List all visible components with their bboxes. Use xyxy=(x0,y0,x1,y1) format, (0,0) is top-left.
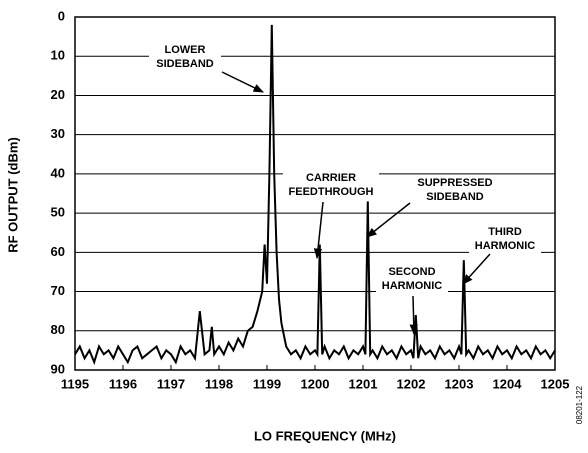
plot-frame xyxy=(74,16,556,371)
annotation-bg xyxy=(283,170,379,200)
y-tick-label: 20 xyxy=(51,87,65,102)
x-tick-label: 1197 xyxy=(157,376,185,391)
annotation-bg xyxy=(376,264,448,294)
y-tick-label: 0 xyxy=(58,8,65,23)
annotation-bg xyxy=(469,224,541,254)
x-tick-label: 1196 xyxy=(109,376,137,391)
annotation-arrow xyxy=(221,71,264,93)
x-tick-label: 1199 xyxy=(253,376,281,391)
figure-id: 08201-122 xyxy=(575,385,584,424)
annotation-bg xyxy=(411,175,499,205)
annotation-arrow xyxy=(313,201,324,260)
x-tick-label: 1198 xyxy=(205,376,233,391)
annotation: SIDEBAND xyxy=(156,58,214,70)
x-tick-label: 1195 xyxy=(61,376,89,391)
y-tick-label: 90 xyxy=(51,361,65,376)
x-tick-label: 1200 xyxy=(301,376,330,391)
annotation: HARMONIC xyxy=(475,240,536,252)
annotation: HARMONIC xyxy=(382,280,443,292)
annotation-arrow xyxy=(366,202,411,238)
x-tick-label: 1202 xyxy=(397,376,426,391)
y-tick-label: 10 xyxy=(51,48,65,63)
x-axis-title: LO FREQUENCY (MHz) xyxy=(254,428,396,443)
annotation-bg xyxy=(149,42,221,72)
y-tick-label: 40 xyxy=(51,165,65,180)
x-tick-label: 1201 xyxy=(349,376,378,391)
annotation-arrow xyxy=(409,295,418,336)
annotation-arrow xyxy=(462,253,491,285)
annotation: SECOND xyxy=(388,266,435,278)
y-tick-label: 70 xyxy=(51,283,65,298)
x-tick-label: 1204 xyxy=(493,376,523,391)
annotation: SUPPRESSED xyxy=(417,177,492,189)
x-tick-label: 1203 xyxy=(445,376,474,391)
y-axis-title: RF OUTPUT (dBm) xyxy=(5,137,20,253)
spectrum-line xyxy=(74,24,556,366)
annotation: CARRIER xyxy=(306,172,356,184)
annotation: FEEDTHROUGH xyxy=(289,186,374,198)
annotation: THIRD xyxy=(488,226,522,238)
y-tick-label: 50 xyxy=(51,205,65,220)
x-tick-label: 1205 xyxy=(541,376,570,391)
y-tick-label: 80 xyxy=(51,322,65,337)
annotation: LOWER xyxy=(165,44,206,56)
y-tick-label: 60 xyxy=(51,244,65,259)
annotation: SIDEBAND xyxy=(426,191,484,203)
y-tick-label: 30 xyxy=(51,126,65,141)
